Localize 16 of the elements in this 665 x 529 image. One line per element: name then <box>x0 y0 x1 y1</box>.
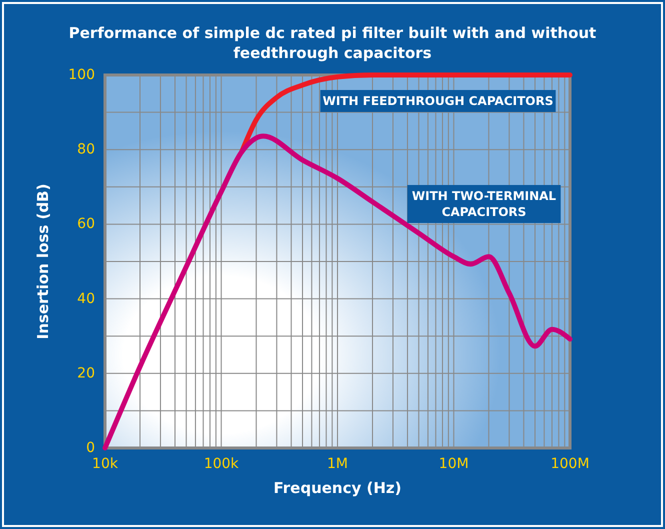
x-tick-label: 100k <box>204 456 240 472</box>
x-tick-label: 100M <box>550 456 590 472</box>
x-axis-title: Frequency (Hz) <box>273 479 402 497</box>
y-axis-title: Insertion loss (dB) <box>34 184 52 340</box>
series-label: WITH FEEDTHROUGH CAPACITORS <box>322 94 554 108</box>
y-tick-label: 20 <box>77 365 95 382</box>
y-tick-label: 40 <box>77 290 95 307</box>
y-tick-label: 60 <box>77 216 95 232</box>
x-tick-label: 10M <box>438 456 469 472</box>
x-tick-label: 1M <box>327 456 348 472</box>
y-tick-label: 0 <box>86 440 95 456</box>
y-tick-label: 80 <box>77 142 95 158</box>
y-tick-label: 100 <box>68 67 95 83</box>
chart-title: Performance of simple dc rated pi filter built with and without feedthrough capacitors <box>68 24 596 62</box>
series-label: WITH TWO-TERMINAL CAPACITORS <box>412 189 556 219</box>
x-tick-label: 10k <box>92 456 119 472</box>
